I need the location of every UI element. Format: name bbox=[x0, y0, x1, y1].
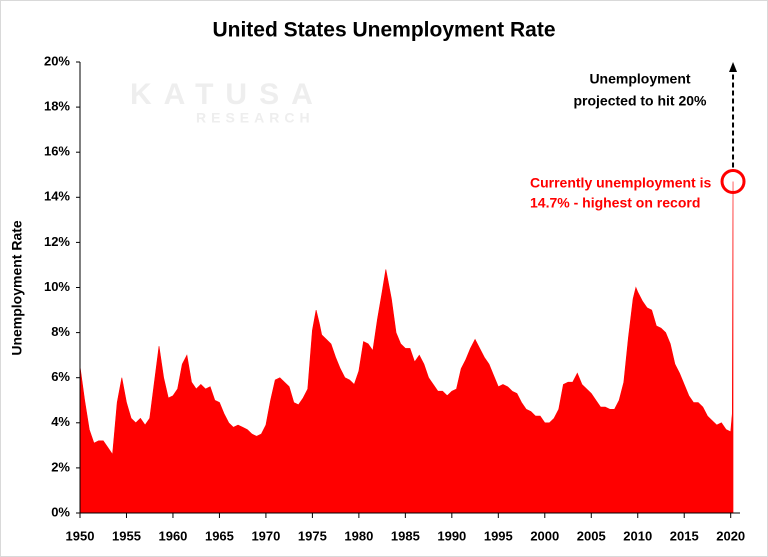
x-tick-label: 1955 bbox=[112, 528, 141, 543]
x-tick-label: 1995 bbox=[484, 528, 513, 543]
annotation-current: Currently unemployment is bbox=[530, 175, 711, 191]
x-tick-label: 1975 bbox=[298, 528, 327, 543]
y-tick-label: 12% bbox=[44, 234, 70, 249]
y-tick-label: 4% bbox=[51, 414, 70, 429]
x-tick-label: 1950 bbox=[66, 528, 95, 543]
x-tick-label: 1990 bbox=[437, 528, 466, 543]
annotation-projection: projected to hit 20% bbox=[573, 93, 707, 109]
x-tick-label: 1970 bbox=[251, 528, 280, 543]
x-tick-label: 1960 bbox=[158, 528, 187, 543]
watermark: KATUSA bbox=[130, 78, 325, 111]
x-tick-label: 2020 bbox=[716, 528, 745, 543]
x-tick-label: 2010 bbox=[623, 528, 652, 543]
watermark: RESEARCH bbox=[196, 110, 315, 126]
x-tick-label: 2000 bbox=[530, 528, 559, 543]
y-tick-label: 14% bbox=[44, 189, 70, 204]
arrow-head bbox=[729, 62, 738, 72]
y-tick-label: 8% bbox=[51, 324, 70, 339]
x-tick-label: 1980 bbox=[344, 528, 373, 543]
y-tick-label: 20% bbox=[44, 53, 70, 68]
x-tick-label: 1965 bbox=[205, 528, 234, 543]
x-tick-label: 2015 bbox=[670, 528, 699, 543]
y-tick-label: 10% bbox=[44, 279, 70, 294]
annotation-current: 14.7% - highest on record bbox=[530, 195, 700, 211]
y-tick-label: 0% bbox=[51, 504, 70, 519]
annotation-projection: Unemployment bbox=[589, 71, 690, 87]
chart-title: United States Unemployment Rate bbox=[212, 19, 555, 42]
y-tick-label: 16% bbox=[44, 144, 70, 159]
x-tick-label: 2005 bbox=[577, 528, 606, 543]
y-tick-label: 2% bbox=[51, 459, 70, 474]
highlight-circle bbox=[720, 169, 746, 195]
x-tick-label: 1985 bbox=[391, 528, 420, 543]
area bbox=[79, 181, 734, 514]
y-tick-label: 6% bbox=[51, 369, 70, 384]
y-axis-label: Unemployment Rate bbox=[9, 220, 25, 356]
y-tick-label: 18% bbox=[44, 99, 70, 114]
